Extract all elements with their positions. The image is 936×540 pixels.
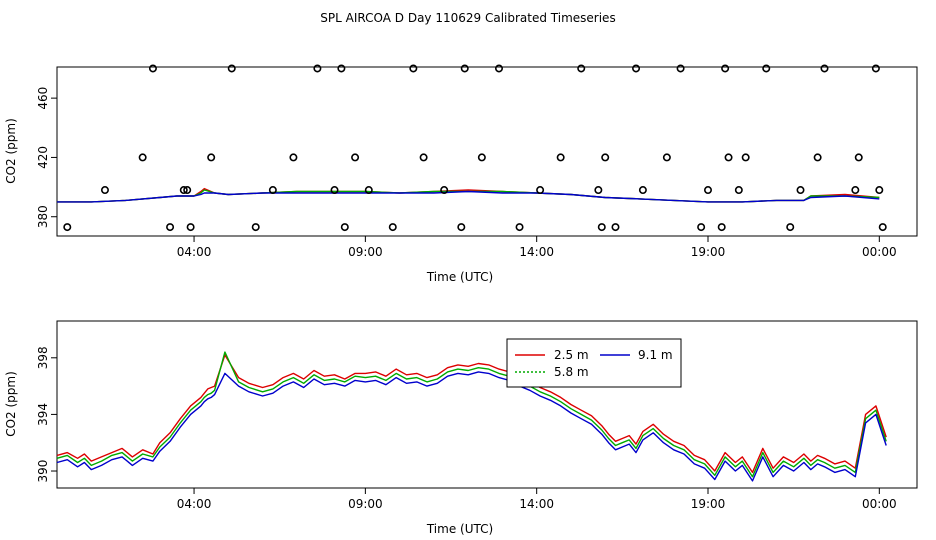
panel-1-xtick-label-4: 00:00 [862,245,897,259]
panel-1-point-3 [148,64,157,73]
panel-1-point-37 [662,153,671,162]
panel-1-ylabel: CO2 (ppm) [4,118,18,184]
panel-1-point-53 [871,64,880,73]
panel-1-xlabel: Time (UTC) [426,270,493,284]
panel-1-point-5 [179,186,188,195]
panel-1-point-11 [268,186,277,195]
panel-2-xtick-label-2: 14:00 [519,497,554,511]
panel-1-point-15 [337,64,346,73]
panel-1-point-32 [597,223,606,232]
panel-1-point-50 [820,64,829,73]
panel-1-point-38 [676,64,685,73]
panel-2-series-5-8-m [56,351,887,478]
panel-1-point-16 [340,223,349,232]
panel-2-ytick-label-2: 398 [36,346,50,369]
panel-2-ytick-label-1: 394 [36,403,50,426]
legend-label-2-5m: 2.5 m [554,348,589,362]
panel-2-axes: 04:00 09:00 14:00 19:00 00:00 390 394 398 [36,346,897,511]
panel-1-point-33 [601,153,610,162]
panel-1-point-30 [577,64,586,73]
panel-1-point-27 [515,223,524,232]
panel-1-point-4 [166,223,175,232]
panel-1-points [63,64,887,232]
panel-1-point-20 [409,64,418,73]
panel-1-co2-scatter: Time (UTC) CO2 (ppm) 04:00 09:00 14:00 19:0… [4,64,918,284]
panel-1-xtick-label-2: 14:00 [519,245,554,259]
panel-2-ytick-label-0: 390 [36,460,50,483]
legend-label-9-1m: 9.1 m [638,348,673,362]
panel-1-xtick-label-3: 19:00 [691,245,726,259]
panel-1-xtick-label-1: 09:00 [348,245,383,259]
panel-1-point-23 [457,223,466,232]
panel-2-ylabel: CO2 (ppm) [4,371,18,437]
panel-1-point-35 [632,64,641,73]
panel-1-point-0 [63,223,72,232]
panel-1-axes: 04:00 09:00 14:00 19:00 00:00 380 420 460 [36,87,897,259]
panel-1-point-28 [536,186,545,195]
panel-1-ytick-label-1: 420 [36,146,50,169]
panel-1-point-1 [100,186,109,195]
panel-1-point-51 [851,186,860,195]
panel-1-point-13 [313,64,322,73]
panel-1-point-48 [796,186,805,195]
panel-1-point-8 [207,153,216,162]
panel-2-series-2-5-m [56,354,887,474]
panel-2-xlabel: Time (UTC) [426,522,493,536]
panel-1-point-52 [854,153,863,162]
panel-1-point-17 [351,153,360,162]
panel-1-point-36 [638,186,647,195]
legend: 2.5 m 9.1 m 5.8 m [506,338,682,388]
panel-2-xtick-label-4: 00:00 [862,497,897,511]
panel-1-ytick-label-2: 460 [36,87,50,110]
panel-1-point-29 [556,153,565,162]
panel-1-point-55 [878,223,887,232]
panel-1-frame [56,66,918,237]
panel-1-point-18 [364,186,373,195]
panel-1-point-46 [762,64,771,73]
panel-1-point-10 [251,223,260,232]
panel-1-point-49 [813,153,822,162]
panel-1-series [57,187,880,203]
panel-1-point-19 [388,223,397,232]
panel-1-point-25 [477,153,486,162]
panel-1-point-42 [721,64,730,73]
panel-2-xtick-label-0: 04:00 [177,497,212,511]
panel-1-point-45 [741,153,750,162]
panel-1-point-12 [289,153,298,162]
panel-2-series [56,351,887,482]
panel-1-point-41 [717,223,726,232]
panel-1-point-22 [440,186,449,195]
panel-1-xtick-label-0: 04:00 [177,245,212,259]
panel-1-point-14 [330,186,339,195]
panel-1-point-31 [594,186,603,195]
panel-1-point-43 [724,153,733,162]
legend-label-5-8m: 5.8 m [554,365,589,379]
panel-1-point-7 [186,223,195,232]
panel-1-point-9 [227,64,236,73]
panel-2-xtick-label-1: 09:00 [348,497,383,511]
panel-2-xtick-label-3: 19:00 [691,497,726,511]
legend-box [506,338,682,388]
panel-1-ytick-label-0: 380 [36,205,50,228]
panel-1-point-47 [786,223,795,232]
panel-1-series-9-1-m [57,190,880,203]
panel-1-point-21 [419,153,428,162]
panel-1-point-44 [734,186,743,195]
panel-2-co2-lines: Time (UTC) CO2 (ppm) 04:00 09:00 14:00 19:0… [4,320,918,536]
panel-1-point-2 [138,153,147,162]
figure-title: SPL AIRCOA D Day 110629 Calibrated Times… [320,11,615,25]
panel-1-point-34 [611,223,620,232]
panel-1-point-24 [460,64,469,73]
panel-2-frame [56,320,918,489]
panel-1-point-26 [494,64,503,73]
panel-1-point-39 [697,223,706,232]
panel-2-series-9-1-m [56,371,887,482]
panel-1-point-40 [703,186,712,195]
panel-1-point-6 [183,186,192,195]
panel-1-point-54 [875,186,884,195]
